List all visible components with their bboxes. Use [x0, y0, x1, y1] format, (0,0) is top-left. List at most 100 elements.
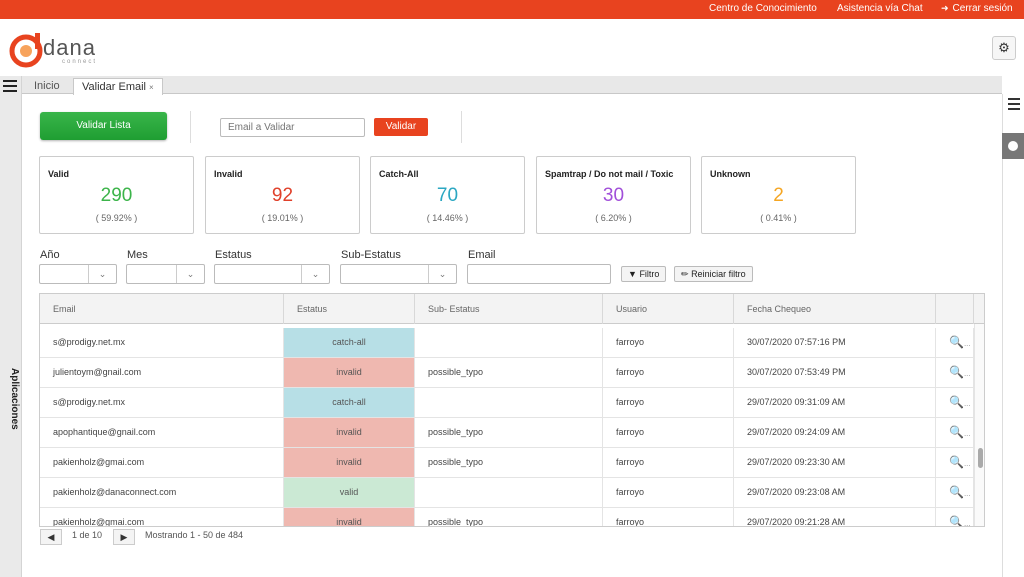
tab-validar-email[interactable]: Validar Email ×: [73, 78, 163, 95]
search-icon[interactable]: 🔍...: [936, 328, 974, 357]
search-icon[interactable]: 🔍...: [936, 418, 974, 447]
stat-value: 92: [271, 185, 294, 206]
table-row[interactable]: pakienholz@gmai.com invalid possible_typ…: [40, 508, 974, 526]
panel-toggle[interactable]: [1002, 133, 1024, 159]
close-icon[interactable]: ×: [149, 83, 154, 92]
applications-label[interactable]: Aplicaciones: [9, 368, 20, 430]
substatus-label: Sub-Estatus: [341, 249, 401, 261]
stat-percent: ( 6.20% ): [595, 213, 632, 223]
funnel-icon: ▼: [628, 269, 637, 279]
reset-filter-label: Reiniciar filtro: [691, 269, 746, 279]
cell-date: 29/07/2020 09:24:09 AM: [734, 418, 936, 447]
cell-email: julientoym@gnail.com: [40, 358, 284, 387]
header-status[interactable]: Estatus: [284, 294, 415, 324]
stat-value: 30: [602, 185, 625, 206]
settings-button[interactable]: ⚙: [992, 36, 1016, 60]
search-icon[interactable]: 🔍...: [936, 478, 974, 507]
header-user[interactable]: Usuario: [603, 294, 734, 324]
cell-user: farroyo: [603, 508, 734, 526]
cell-status: invalid: [284, 418, 415, 447]
table-row[interactable]: s@prodigy.net.mx catch-all farroyo 30/07…: [40, 328, 974, 358]
substatus-select[interactable]: ⌄: [340, 264, 457, 284]
status-label: Estatus: [215, 249, 252, 261]
email-to-validate-input[interactable]: [220, 118, 365, 137]
eraser-icon: ✏: [681, 269, 689, 279]
validate-button[interactable]: Validar: [374, 118, 428, 136]
right-sidebar: [1002, 94, 1024, 577]
year-select[interactable]: ⌄: [39, 264, 117, 284]
cell-date: 29/07/2020 09:31:09 AM: [734, 388, 936, 417]
cell-user: farroyo: [603, 388, 734, 417]
cell-date: 30/07/2020 07:53:49 PM: [734, 358, 936, 387]
filter-button[interactable]: ▼ Filtro: [621, 266, 667, 282]
stat-percent: ( 59.92% ): [95, 213, 138, 223]
stat-card-spamtrap: Spamtrap / Do not mail / Toxic 30 ( 6.20…: [536, 156, 691, 234]
header-substatus[interactable]: Sub- Estatus: [415, 294, 603, 324]
stat-card-unknown: Unknown 2 ( 0.41% ): [701, 156, 856, 234]
tab-bar: Inicio Validar Email ×: [22, 76, 1002, 95]
year-label: Año: [40, 249, 60, 261]
cell-substatus: [415, 478, 603, 507]
logout-icon: ➜: [941, 3, 949, 13]
top-bar: Centro de Conocimiento Asistencia vía Ch…: [0, 0, 1024, 19]
reset-filter-button[interactable]: ✏ Reiniciar filtro: [674, 266, 753, 282]
cell-email: s@prodigy.net.mx: [40, 328, 284, 357]
stat-title: Invalid: [214, 169, 243, 179]
header: dana connect ⚙: [0, 19, 1024, 76]
status-select[interactable]: ⌄: [214, 264, 330, 284]
month-select[interactable]: ⌄: [126, 264, 205, 284]
tab-label: Inicio: [34, 80, 60, 92]
header-actions: [936, 294, 974, 324]
cell-status: invalid: [284, 448, 415, 477]
search-icon[interactable]: 🔍...: [936, 508, 974, 526]
logout-link[interactable]: ➜ Cerrar sesión: [941, 3, 1013, 14]
stat-title: Valid: [48, 169, 70, 179]
table-row[interactable]: pakienholz@danaconnect.com valid farroyo…: [40, 478, 974, 508]
knowledge-center-link[interactable]: Centro de Conocimiento: [709, 3, 817, 14]
search-icon[interactable]: 🔍...: [936, 358, 974, 387]
email-filter-input[interactable]: [467, 264, 611, 284]
header-email[interactable]: Email: [40, 294, 284, 324]
tab-label: Validar Email: [82, 81, 146, 93]
gear-icon: ⚙: [998, 40, 1010, 55]
left-sidebar: [0, 76, 22, 577]
cell-date: 29/07/2020 09:23:30 AM: [734, 448, 936, 477]
chat-support-link[interactable]: Asistencia vía Chat: [837, 3, 923, 14]
filter-label: Filtro: [639, 269, 660, 279]
table-row[interactable]: s@prodigy.net.mx catch-all farroyo 29/07…: [40, 388, 974, 418]
cell-email: apophantique@gnail.com: [40, 418, 284, 447]
stat-percent: ( 14.46% ): [426, 213, 469, 223]
header-check-date[interactable]: Fecha Chequeo: [734, 294, 936, 324]
cell-status: catch-all: [284, 328, 415, 357]
cell-user: farroyo: [603, 418, 734, 447]
table-row[interactable]: julientoym@gnail.com invalid possible_ty…: [40, 358, 974, 388]
table-row[interactable]: pakienholz@gmai.com invalid possible_typ…: [40, 448, 974, 478]
cell-status: invalid: [284, 358, 415, 387]
cell-user: farroyo: [603, 448, 734, 477]
tab-inicio[interactable]: Inicio: [26, 78, 68, 94]
table-row[interactable]: apophantique@gnail.com invalid possible_…: [40, 418, 974, 448]
menu-icon[interactable]: [3, 80, 17, 95]
table-scrollbar[interactable]: [974, 324, 984, 526]
stat-card-catch-all: Catch-All 70 ( 14.46% ): [370, 156, 525, 234]
cell-substatus: possible_typo: [415, 358, 603, 387]
records-summary: Mostrando 1 - 50 de 484: [145, 530, 244, 540]
cell-substatus: possible_typo: [415, 448, 603, 477]
cell-substatus: [415, 388, 603, 417]
stat-title: Unknown: [710, 169, 751, 179]
cell-substatus: possible_typo: [415, 508, 603, 526]
validate-list-button[interactable]: Validar Lista: [40, 112, 167, 140]
search-icon[interactable]: 🔍...: [936, 448, 974, 477]
cell-user: farroyo: [603, 358, 734, 387]
logo: [9, 33, 43, 68]
stat-card-valid: Valid 290 ( 59.92% ): [39, 156, 194, 234]
search-icon[interactable]: 🔍...: [936, 388, 974, 417]
stat-percent: ( 0.41% ): [760, 213, 797, 223]
next-page-button[interactable]: ▶: [113, 529, 135, 545]
logout-label: Cerrar sesión: [952, 3, 1013, 14]
right-menu-icon[interactable]: [1008, 98, 1020, 113]
scrollbar-thumb[interactable]: [978, 448, 983, 468]
cell-user: farroyo: [603, 328, 734, 357]
stat-card-invalid: Invalid 92 ( 19.01% ): [205, 156, 360, 234]
prev-page-button[interactable]: ◀: [40, 529, 62, 545]
